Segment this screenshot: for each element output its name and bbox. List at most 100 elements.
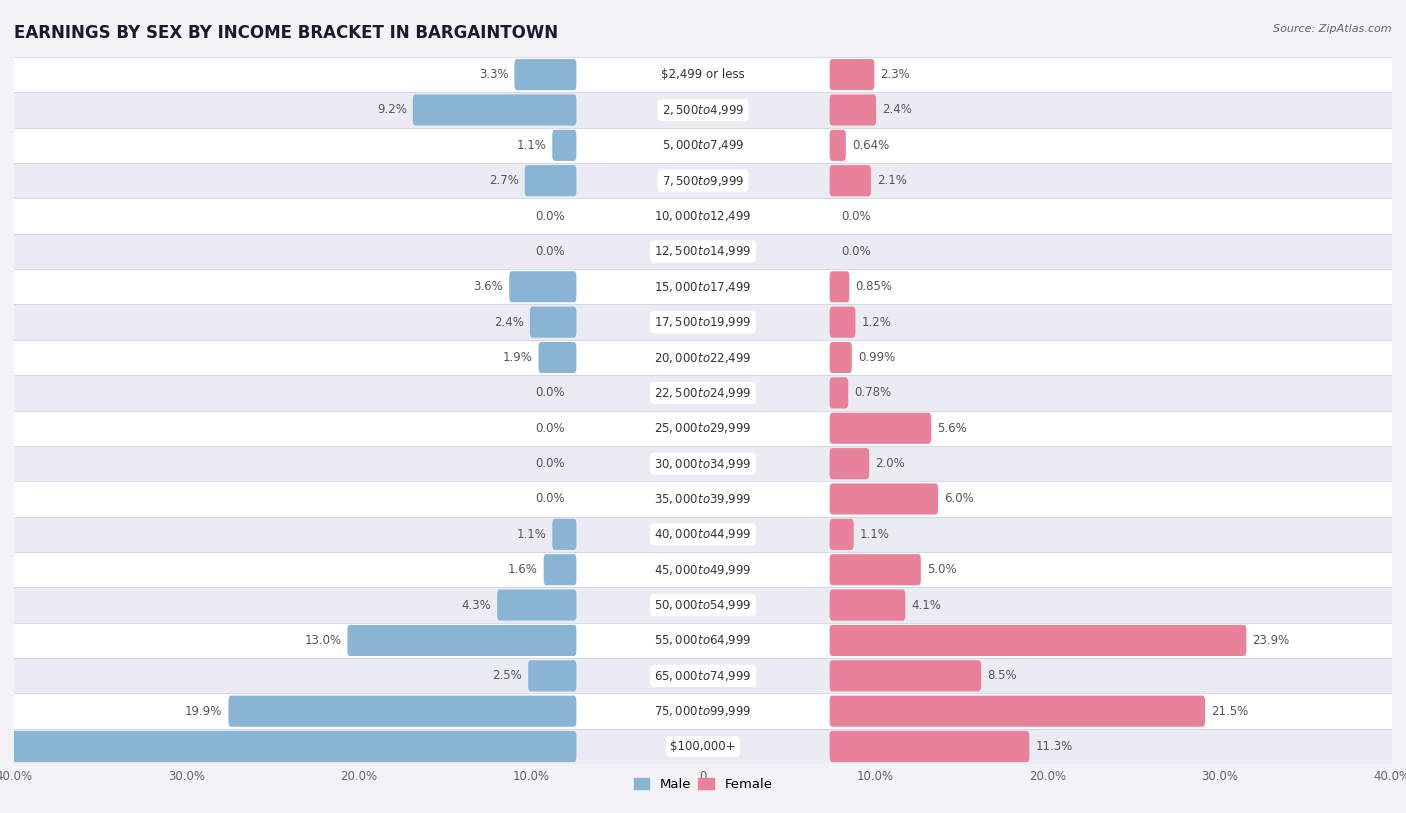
FancyBboxPatch shape <box>830 165 870 196</box>
FancyBboxPatch shape <box>14 269 1392 304</box>
FancyBboxPatch shape <box>830 413 931 444</box>
FancyBboxPatch shape <box>553 519 576 550</box>
FancyBboxPatch shape <box>830 59 875 90</box>
Text: 2.7%: 2.7% <box>489 174 519 187</box>
FancyBboxPatch shape <box>830 554 921 585</box>
FancyBboxPatch shape <box>830 272 849 302</box>
Text: $75,000 to $99,999: $75,000 to $99,999 <box>654 704 752 718</box>
Text: 1.2%: 1.2% <box>862 315 891 328</box>
FancyBboxPatch shape <box>830 625 1246 656</box>
FancyBboxPatch shape <box>413 94 576 125</box>
FancyBboxPatch shape <box>538 342 576 373</box>
Text: 1.9%: 1.9% <box>502 351 533 364</box>
FancyBboxPatch shape <box>14 234 1392 269</box>
Text: $45,000 to $49,999: $45,000 to $49,999 <box>654 563 752 576</box>
FancyBboxPatch shape <box>498 589 576 620</box>
FancyBboxPatch shape <box>14 57 1392 92</box>
FancyBboxPatch shape <box>830 94 876 125</box>
Text: 8.5%: 8.5% <box>987 669 1017 682</box>
Text: 2.4%: 2.4% <box>494 315 524 328</box>
FancyBboxPatch shape <box>14 304 1392 340</box>
Text: 19.9%: 19.9% <box>186 705 222 718</box>
Text: 6.0%: 6.0% <box>945 493 974 506</box>
FancyBboxPatch shape <box>530 307 576 337</box>
FancyBboxPatch shape <box>347 625 576 656</box>
FancyBboxPatch shape <box>14 693 1392 729</box>
FancyBboxPatch shape <box>14 552 1392 587</box>
Text: EARNINGS BY SEX BY INCOME BRACKET IN BARGAINTOWN: EARNINGS BY SEX BY INCOME BRACKET IN BAR… <box>14 24 558 42</box>
FancyBboxPatch shape <box>830 484 938 515</box>
FancyBboxPatch shape <box>14 128 1392 163</box>
FancyBboxPatch shape <box>544 554 576 585</box>
FancyBboxPatch shape <box>229 696 576 727</box>
Text: 4.1%: 4.1% <box>911 598 941 611</box>
Text: 9.2%: 9.2% <box>377 103 406 116</box>
Text: 1.1%: 1.1% <box>516 528 547 541</box>
FancyBboxPatch shape <box>14 659 1392 693</box>
Text: 3.3%: 3.3% <box>479 68 509 81</box>
Text: $35,000 to $39,999: $35,000 to $39,999 <box>654 492 752 506</box>
FancyBboxPatch shape <box>14 411 1392 446</box>
Text: 2.4%: 2.4% <box>882 103 912 116</box>
Text: 1.6%: 1.6% <box>508 563 537 576</box>
Text: $100,000+: $100,000+ <box>671 740 735 753</box>
FancyBboxPatch shape <box>14 587 1392 623</box>
Text: 0.85%: 0.85% <box>855 280 893 293</box>
Text: 2.0%: 2.0% <box>875 457 905 470</box>
Text: $50,000 to $54,999: $50,000 to $54,999 <box>654 598 752 612</box>
FancyBboxPatch shape <box>529 660 576 691</box>
Text: 0.0%: 0.0% <box>536 386 565 399</box>
Text: 3.6%: 3.6% <box>474 280 503 293</box>
Text: $2,499 or less: $2,499 or less <box>661 68 745 81</box>
FancyBboxPatch shape <box>14 198 1392 234</box>
FancyBboxPatch shape <box>830 519 853 550</box>
Text: $10,000 to $12,499: $10,000 to $12,499 <box>654 209 752 223</box>
FancyBboxPatch shape <box>830 130 846 161</box>
FancyBboxPatch shape <box>14 729 1392 764</box>
Text: 11.3%: 11.3% <box>1035 740 1073 753</box>
Text: $17,500 to $19,999: $17,500 to $19,999 <box>654 315 752 329</box>
FancyBboxPatch shape <box>830 377 848 408</box>
FancyBboxPatch shape <box>14 446 1392 481</box>
Text: 23.9%: 23.9% <box>1253 634 1289 647</box>
Text: 0.99%: 0.99% <box>858 351 896 364</box>
Text: 5.0%: 5.0% <box>927 563 956 576</box>
FancyBboxPatch shape <box>830 660 981 691</box>
Text: 4.3%: 4.3% <box>461 598 491 611</box>
Text: 1.1%: 1.1% <box>516 139 547 152</box>
FancyBboxPatch shape <box>14 375 1392 411</box>
FancyBboxPatch shape <box>14 517 1392 552</box>
Text: 2.3%: 2.3% <box>880 68 910 81</box>
FancyBboxPatch shape <box>830 448 869 479</box>
Text: 0.0%: 0.0% <box>536 422 565 435</box>
Text: 0.0%: 0.0% <box>536 457 565 470</box>
Text: $5,000 to $7,499: $5,000 to $7,499 <box>662 138 744 152</box>
FancyBboxPatch shape <box>830 589 905 620</box>
Text: $65,000 to $74,999: $65,000 to $74,999 <box>654 669 752 683</box>
FancyBboxPatch shape <box>553 130 576 161</box>
Text: $25,000 to $29,999: $25,000 to $29,999 <box>654 421 752 435</box>
FancyBboxPatch shape <box>14 163 1392 198</box>
Text: $20,000 to $22,499: $20,000 to $22,499 <box>654 350 752 364</box>
Legend: Male, Female: Male, Female <box>628 773 778 797</box>
Text: Source: ZipAtlas.com: Source: ZipAtlas.com <box>1274 24 1392 34</box>
Text: $40,000 to $44,999: $40,000 to $44,999 <box>654 528 752 541</box>
FancyBboxPatch shape <box>14 481 1392 517</box>
Text: 2.1%: 2.1% <box>877 174 907 187</box>
Text: $30,000 to $34,999: $30,000 to $34,999 <box>654 457 752 471</box>
FancyBboxPatch shape <box>524 165 576 196</box>
FancyBboxPatch shape <box>14 92 1392 128</box>
Text: 13.0%: 13.0% <box>304 634 342 647</box>
FancyBboxPatch shape <box>515 59 576 90</box>
Text: 0.78%: 0.78% <box>855 386 891 399</box>
Text: $22,500 to $24,999: $22,500 to $24,999 <box>654 386 752 400</box>
FancyBboxPatch shape <box>830 342 852 373</box>
FancyBboxPatch shape <box>14 623 1392 659</box>
Text: $55,000 to $64,999: $55,000 to $64,999 <box>654 633 752 647</box>
Text: 5.6%: 5.6% <box>938 422 967 435</box>
Text: 0.0%: 0.0% <box>536 245 565 258</box>
Text: 1.1%: 1.1% <box>859 528 890 541</box>
Text: $15,000 to $17,499: $15,000 to $17,499 <box>654 280 752 293</box>
FancyBboxPatch shape <box>830 696 1205 727</box>
FancyBboxPatch shape <box>14 340 1392 375</box>
